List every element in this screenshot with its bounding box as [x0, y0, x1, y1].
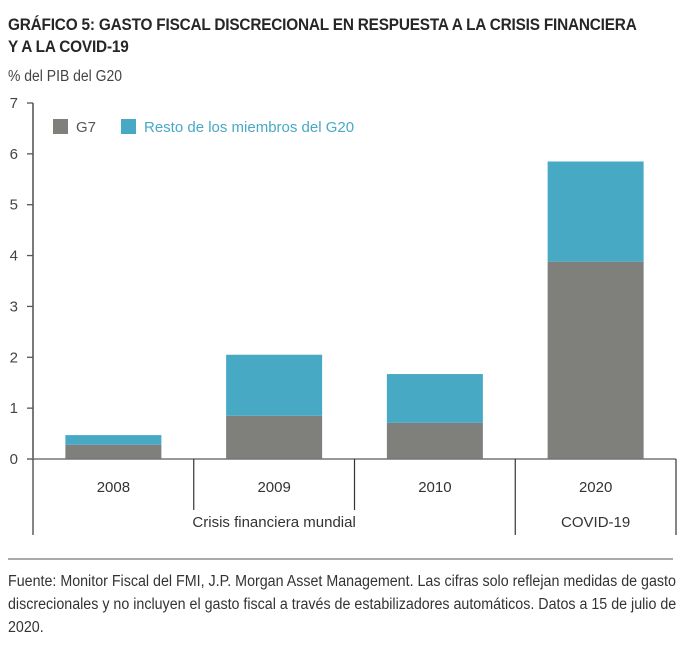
bar-2008-g7: [65, 444, 162, 459]
bar-2010-rest-g20: [386, 374, 483, 423]
y-tick-label: 7: [10, 95, 18, 112]
y-tick-label: 5: [10, 197, 18, 214]
bar-2009-g7: [226, 415, 323, 459]
y-tick-label: 3: [10, 298, 18, 315]
y-tick-label: 1: [10, 400, 18, 417]
bar-2010-g7: [386, 422, 483, 459]
y-tick-label: 0: [10, 451, 18, 468]
y-tick-label: 2: [10, 349, 18, 366]
group-label: Crisis financiera mundial: [192, 514, 355, 531]
x-tick-label: 2010: [418, 479, 451, 496]
footer-divider: [8, 558, 673, 560]
legend-label-g7: G7: [76, 119, 96, 136]
bar-2009-rest-g20: [226, 354, 323, 416]
y-axis-unit-label: % del PIB del G20: [8, 68, 123, 85]
stacked-bar-chart: 0 1 2 3 4 5 6 7 2008 2009 2010 2020 Crisis financier…: [10, 95, 677, 535]
x-tick-label: 2020: [579, 479, 612, 496]
y-tick-label: 6: [10, 146, 18, 163]
chart-title: GRÁFICO 5: GASTO FISCAL DISCRECIONAL EN …: [8, 16, 637, 56]
x-tick-label: 2008: [97, 479, 130, 496]
bar-2008-rest-g20: [65, 435, 162, 445]
x-tick-label: 2009: [257, 479, 290, 496]
footer-note: Fuente: Monitor Fiscal del FMI, J.P. Mor…: [8, 573, 677, 636]
bar-2020-g7: [547, 261, 644, 459]
group-label: COVID-19: [561, 514, 630, 531]
bar-2020-rest-g20: [547, 161, 644, 262]
y-tick-label: 4: [10, 248, 18, 265]
legend-swatch-g7: [53, 119, 68, 134]
legend-swatch-rest-g20: [121, 119, 136, 134]
legend-label-rest-g20: Resto de los miembros del G20: [144, 119, 354, 136]
